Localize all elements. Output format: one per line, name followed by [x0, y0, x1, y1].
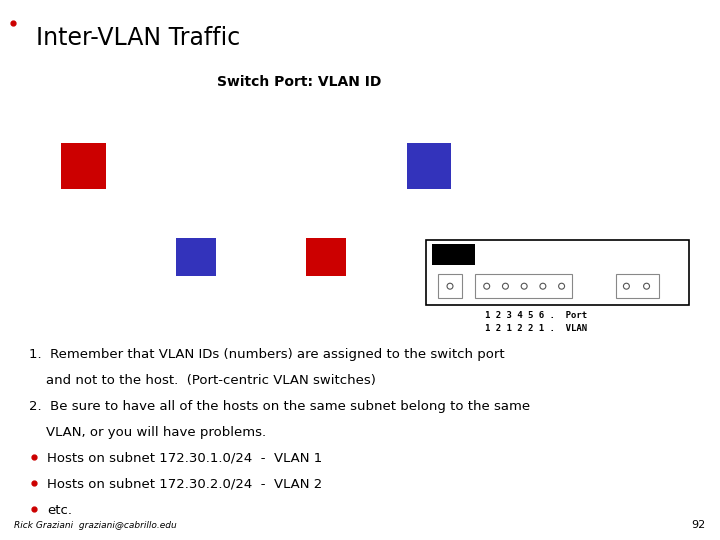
Text: 2.  Be sure to have all of the hosts on the same subnet belong to the same: 2. Be sure to have all of the hosts on t… [29, 400, 530, 413]
Text: and not to the host.  (Port-centric VLAN switches): and not to the host. (Port-centric VLAN … [29, 374, 376, 387]
Ellipse shape [644, 283, 649, 289]
Text: 92: 92 [691, 520, 706, 530]
Text: Hosts on subnet 172.30.1.0/24  -  VLAN 1: Hosts on subnet 172.30.1.0/24 - VLAN 1 [47, 452, 322, 465]
Ellipse shape [540, 283, 546, 289]
Ellipse shape [484, 283, 490, 289]
Text: VLAN, or you will have problems.: VLAN, or you will have problems. [29, 426, 266, 439]
Bar [616, 274, 659, 298]
Bar [475, 274, 572, 298]
Bar [306, 238, 346, 276]
Text: Rick Graziani  graziani@cabrillo.edu: Rick Graziani graziani@cabrillo.edu [14, 521, 177, 530]
Bar [407, 143, 451, 189]
Ellipse shape [559, 283, 564, 289]
Text: 1 2 3 4 5 6 .  Port: 1 2 3 4 5 6 . Port [485, 310, 588, 320]
Text: Hosts on subnet 172.30.2.0/24  -  VLAN 2: Hosts on subnet 172.30.2.0/24 - VLAN 2 [47, 478, 322, 491]
Text: Inter-VLAN Traffic: Inter-VLAN Traffic [36, 26, 240, 50]
Ellipse shape [503, 283, 508, 289]
Ellipse shape [624, 283, 629, 289]
Bar [432, 244, 475, 265]
Bar [61, 143, 106, 189]
Text: 1 2 1 2 2 1 .  VLAN: 1 2 1 2 2 1 . VLAN [485, 324, 588, 333]
Text: 1.  Remember that VLAN IDs (numbers) are assigned to the switch port: 1. Remember that VLAN IDs (numbers) are … [29, 348, 505, 361]
Ellipse shape [447, 283, 453, 289]
Text: Switch Port: VLAN ID: Switch Port: VLAN ID [217, 75, 381, 89]
Bar [176, 238, 216, 276]
Ellipse shape [521, 283, 527, 289]
Bar [426, 240, 689, 305]
Text: etc.: etc. [47, 504, 72, 517]
Bar [438, 274, 462, 298]
